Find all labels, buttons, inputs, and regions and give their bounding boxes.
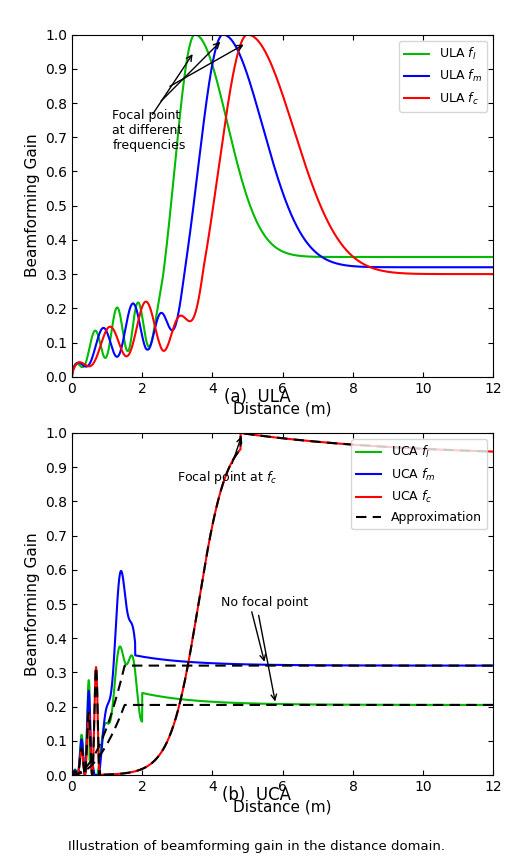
X-axis label: Distance (m): Distance (m) [233, 401, 332, 417]
Text: Illustration of beamforming gain in the distance domain.: Illustration of beamforming gain in the … [68, 840, 446, 854]
X-axis label: Distance (m): Distance (m) [233, 799, 332, 815]
Y-axis label: Beamforming Gain: Beamforming Gain [25, 134, 40, 277]
Legend: UCA $f_l$, UCA $f_m$, UCA $f_c$, Approximation: UCA $f_l$, UCA $f_m$, UCA $f_c$, Approxi… [351, 439, 487, 529]
Text: (b)  UCA: (b) UCA [223, 786, 291, 804]
Text: No focal point: No focal point [221, 596, 308, 609]
Text: Focal point
at different
frequencies: Focal point at different frequencies [113, 109, 186, 152]
Text: (a)  ULA: (a) ULA [224, 388, 290, 405]
Text: Focal point at $f_c$: Focal point at $f_c$ [177, 438, 278, 486]
Y-axis label: Beamforming Gain: Beamforming Gain [25, 533, 40, 675]
Legend: ULA $f_l$, ULA $f_m$, ULA $f_c$: ULA $f_l$, ULA $f_m$, ULA $f_c$ [399, 41, 487, 112]
